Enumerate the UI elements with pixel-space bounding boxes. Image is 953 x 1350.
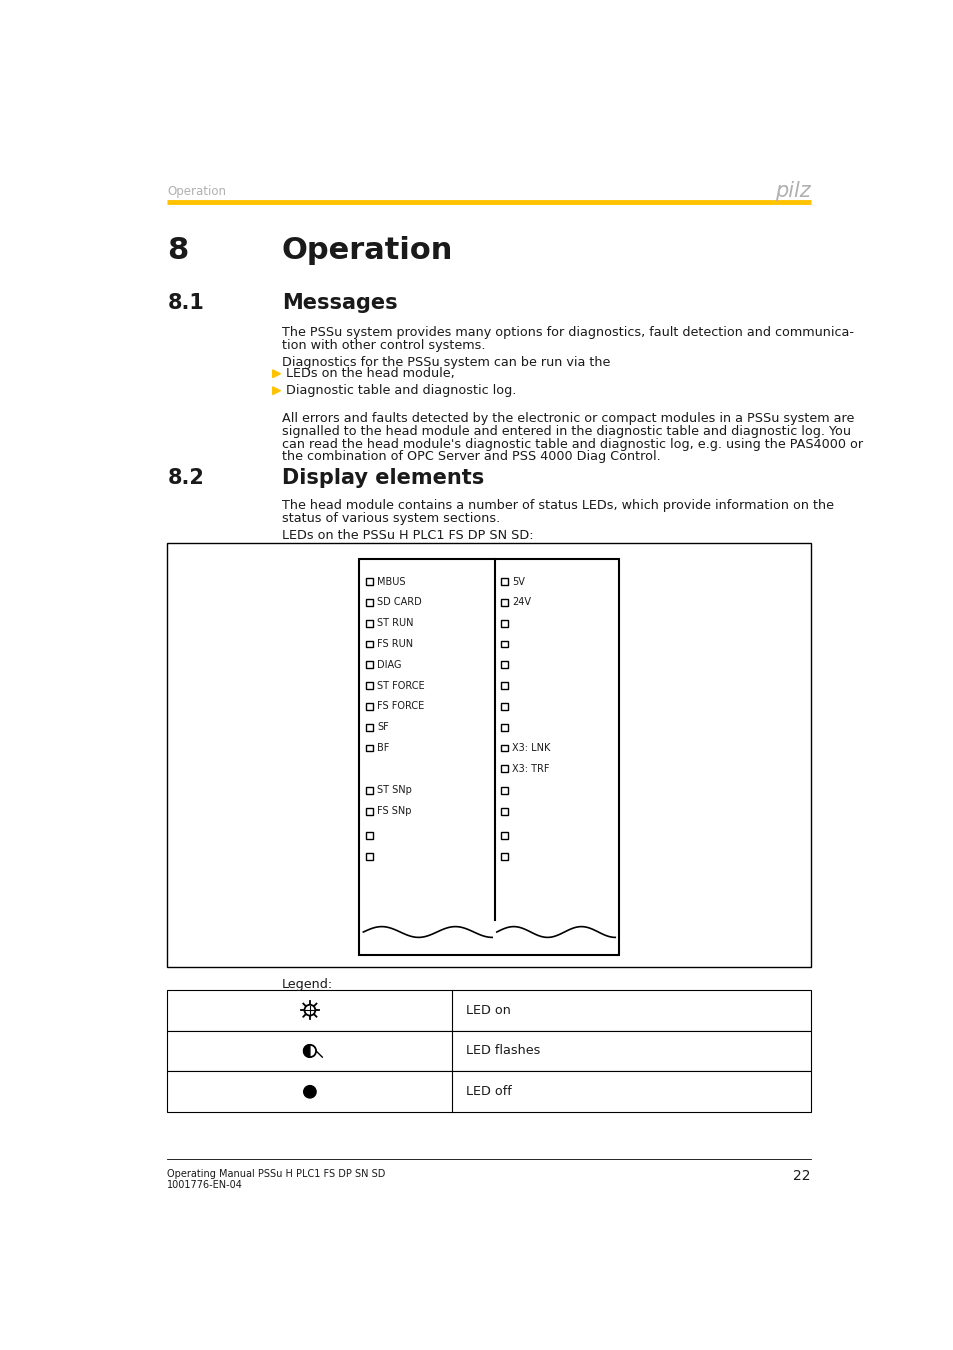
Polygon shape — [303, 1045, 310, 1057]
Text: LEDs on the PSSu H PLC1 FS DP SN SD:: LEDs on the PSSu H PLC1 FS DP SN SD: — [282, 529, 533, 543]
Text: Diagnostic table and diagnostic log.: Diagnostic table and diagnostic log. — [286, 385, 516, 397]
Text: ST RUN: ST RUN — [377, 618, 414, 628]
Bar — [365, 599, 373, 606]
Bar — [365, 640, 373, 648]
Bar — [500, 744, 508, 752]
Bar — [167, 543, 810, 967]
Bar — [500, 833, 508, 840]
Text: The head module contains a number of status LEDs, which provide information on t: The head module contains a number of sta… — [282, 500, 833, 512]
Bar — [365, 833, 373, 840]
Text: SF: SF — [377, 722, 389, 732]
Bar — [452, 1030, 810, 1072]
Bar — [452, 1072, 810, 1112]
Bar — [500, 787, 508, 794]
Bar — [365, 807, 373, 814]
Text: FS SNp: FS SNp — [377, 806, 412, 817]
Text: status of various system sections.: status of various system sections. — [282, 512, 499, 525]
Bar — [167, 1030, 452, 1072]
Bar — [500, 682, 508, 688]
Text: pilz: pilz — [774, 181, 810, 201]
Text: Operation: Operation — [167, 185, 226, 197]
Text: 8: 8 — [167, 236, 189, 265]
Text: X3: TRF: X3: TRF — [512, 764, 549, 774]
Bar — [500, 599, 508, 606]
Text: SD CARD: SD CARD — [377, 598, 421, 608]
Text: FS FORCE: FS FORCE — [377, 702, 424, 711]
Bar — [500, 765, 508, 772]
Text: 24V: 24V — [512, 598, 531, 608]
Polygon shape — [273, 387, 280, 394]
Text: can read the head module's diagnostic table and diagnostic log, e.g. using the P: can read the head module's diagnostic ta… — [282, 437, 862, 451]
Text: BF: BF — [377, 743, 389, 753]
Bar — [167, 1072, 452, 1112]
Bar — [500, 640, 508, 648]
Text: 22: 22 — [792, 1169, 810, 1183]
Text: 5V: 5V — [512, 576, 525, 587]
Text: signalled to the head module and entered in the diagnostic table and diagnostic : signalled to the head module and entered… — [282, 425, 850, 437]
Text: MBUS: MBUS — [377, 576, 405, 587]
Bar — [167, 990, 452, 1030]
Text: Operating Manual PSSu H PLC1 FS DP SN SD: Operating Manual PSSu H PLC1 FS DP SN SD — [167, 1169, 385, 1179]
Text: Operation: Operation — [282, 236, 453, 265]
Bar — [500, 703, 508, 710]
Text: All errors and faults detected by the electronic or compact modules in a PSSu sy: All errors and faults detected by the el… — [282, 412, 854, 425]
Text: tion with other control systems.: tion with other control systems. — [282, 339, 485, 352]
Bar — [365, 620, 373, 626]
Bar — [365, 724, 373, 730]
Bar — [365, 662, 373, 668]
Bar — [500, 807, 508, 814]
Text: FS RUN: FS RUN — [377, 639, 413, 649]
Bar — [500, 620, 508, 626]
Text: LED flashes: LED flashes — [466, 1045, 540, 1057]
Text: the combination of OPC Server and PSS 4000 Diag Control.: the combination of OPC Server and PSS 40… — [282, 451, 660, 463]
Text: ST SNp: ST SNp — [377, 786, 412, 795]
Text: The PSSu system provides many options for diagnostics, fault detection and commu: The PSSu system provides many options fo… — [282, 325, 853, 339]
Polygon shape — [273, 370, 280, 378]
Text: 8.1: 8.1 — [167, 293, 204, 313]
Bar — [359, 559, 618, 954]
Text: Display elements: Display elements — [282, 467, 484, 487]
Circle shape — [303, 1085, 315, 1098]
Text: LEDs on the head module,: LEDs on the head module, — [286, 367, 455, 381]
Text: DIAG: DIAG — [377, 660, 401, 670]
Bar — [452, 990, 810, 1030]
Text: Legend:: Legend: — [282, 979, 333, 991]
Text: ST FORCE: ST FORCE — [377, 680, 424, 691]
Text: LED off: LED off — [466, 1085, 512, 1099]
Text: Diagnostics for the PSSu system can be run via the: Diagnostics for the PSSu system can be r… — [282, 356, 610, 369]
Bar — [500, 662, 508, 668]
Bar — [365, 578, 373, 585]
Bar — [365, 703, 373, 710]
Bar — [365, 853, 373, 860]
Bar — [365, 787, 373, 794]
Text: X3: LNK: X3: LNK — [512, 743, 550, 753]
Text: 8.2: 8.2 — [167, 467, 204, 487]
Bar — [500, 853, 508, 860]
Bar — [365, 682, 373, 688]
Text: 1001776-EN-04: 1001776-EN-04 — [167, 1180, 243, 1189]
Bar — [500, 578, 508, 585]
Bar — [365, 744, 373, 752]
Text: LED on: LED on — [466, 1003, 511, 1017]
Bar — [500, 724, 508, 730]
Text: Messages: Messages — [282, 293, 397, 313]
